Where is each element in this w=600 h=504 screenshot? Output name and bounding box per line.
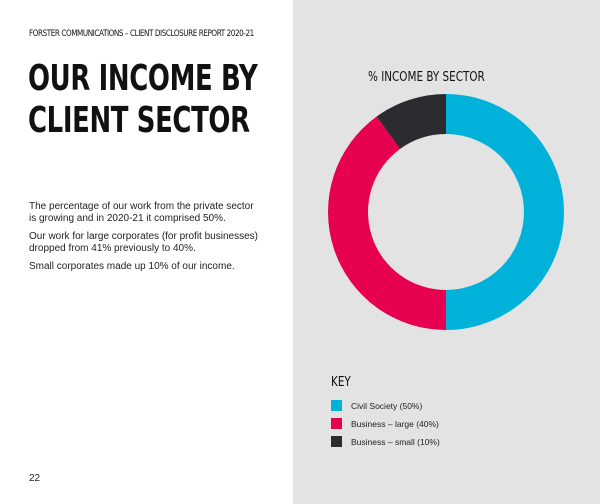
legend-item: Business – small (10%) bbox=[331, 435, 440, 448]
chart-title: % INCOME BY SECTOR bbox=[368, 70, 485, 85]
legend-title: KEY bbox=[331, 375, 351, 390]
donut-slice-2 bbox=[376, 94, 446, 149]
legend-swatch bbox=[331, 436, 342, 447]
legend-label: Civil Society (50%) bbox=[351, 400, 423, 411]
legend-swatch bbox=[331, 400, 342, 411]
legend-item: Business – large (40%) bbox=[331, 417, 440, 430]
donut-slice-1 bbox=[328, 116, 446, 330]
title-line: OUR INCOME BY bbox=[28, 58, 258, 99]
report-header: FORSTER COMMUNICATIONS – CLIENT DISCLOSU… bbox=[29, 29, 254, 39]
donut-slice-0 bbox=[446, 94, 564, 330]
title-line: CLIENT SECTOR bbox=[28, 100, 250, 141]
paragraph: The percentage of our work from the priv… bbox=[29, 201, 254, 224]
body-text: The percentage of our work from the priv… bbox=[29, 201, 259, 279]
legend-swatch bbox=[331, 418, 342, 429]
legend-label: Business – large (40%) bbox=[351, 418, 439, 429]
page-number: 22 bbox=[29, 473, 41, 484]
paragraph: Small corporates made up 10% of our inco… bbox=[29, 261, 235, 272]
legend-item: Civil Society (50%) bbox=[331, 399, 440, 412]
legend: Civil Society (50%) Business – large (40%… bbox=[331, 399, 440, 453]
donut-chart bbox=[328, 94, 564, 330]
legend-label: Business – small (10%) bbox=[351, 436, 440, 447]
paragraph: Our work for large corporates (for profi… bbox=[29, 231, 258, 254]
page-title: OUR INCOME BY CLIENT SECTOR bbox=[28, 58, 258, 142]
